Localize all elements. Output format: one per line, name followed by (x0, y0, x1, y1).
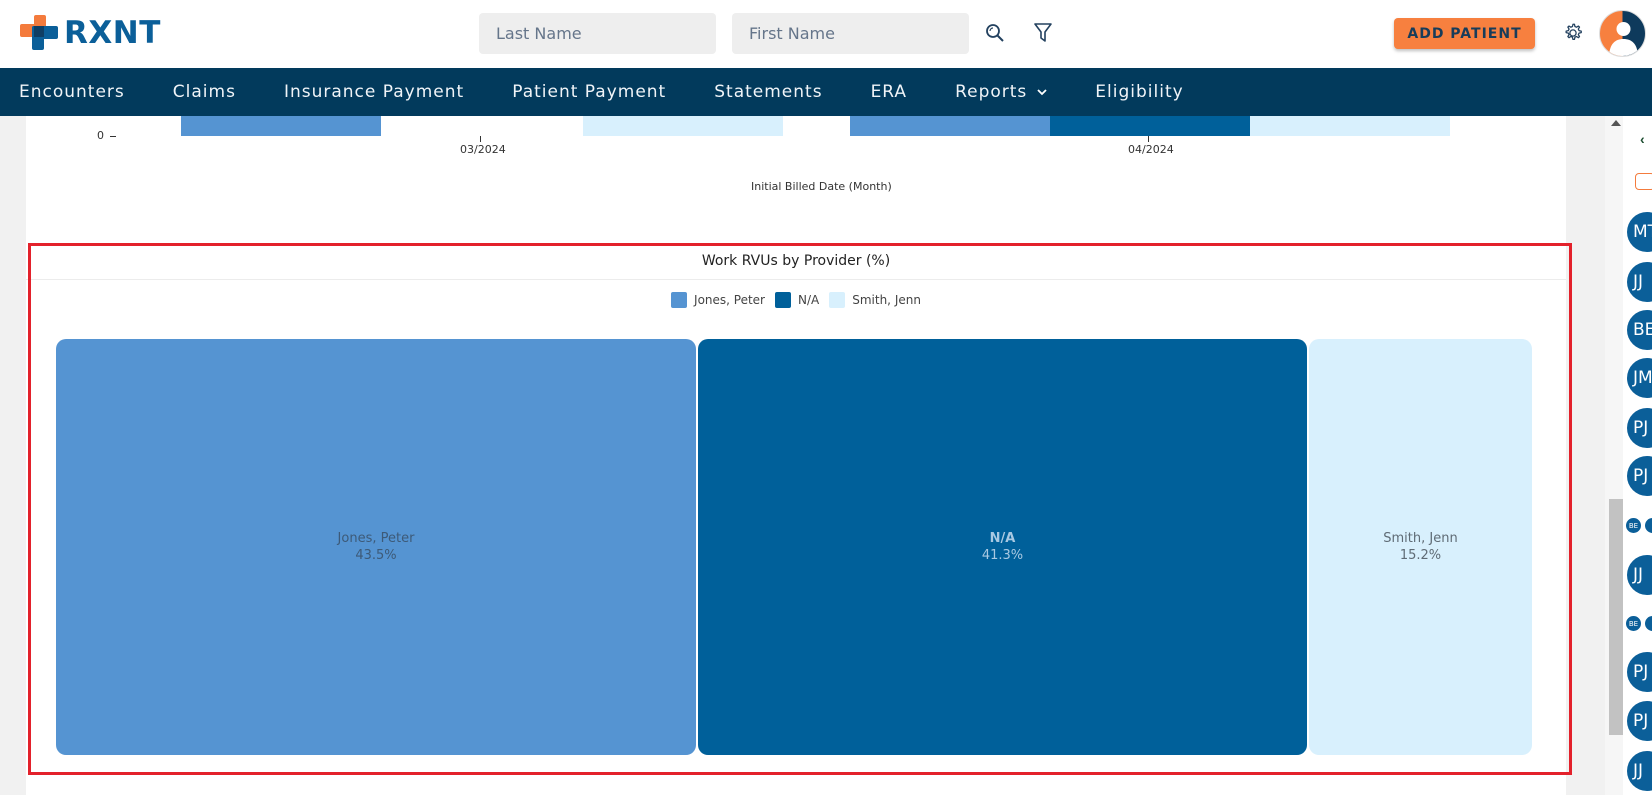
nav-item-reports[interactable]: Reports (955, 82, 1047, 102)
y-tick-0: 0 (97, 129, 104, 142)
legend-swatch (775, 292, 791, 308)
nav-item-insurance-payment[interactable]: Insurance Payment (284, 82, 464, 102)
x-tick-04-2024: 04/2024 (1128, 143, 1174, 156)
tile-smith-jenn[interactable]: Smith, Jenn 15.2% (1309, 339, 1532, 755)
avatar-initials: JM (1633, 368, 1652, 388)
y-tick-mark (110, 136, 116, 137)
nav-item-eligibility[interactable]: Eligibility (1095, 82, 1183, 102)
top-bar: RXNT ADD PATIENT (0, 0, 1652, 68)
x-tick-03-2024: 03/2024 (460, 143, 506, 156)
x-axis-label: Initial Billed Date (Month) (751, 180, 892, 193)
last-name-input[interactable] (479, 13, 716, 54)
tile-name: Smith, Jenn (1383, 531, 1458, 546)
main-nav: Encounters Claims Insurance Payment Pati… (0, 68, 1652, 116)
avatar-initials: JJ (1633, 565, 1644, 585)
nav-item-encounters[interactable]: Encounters (19, 82, 125, 102)
nav-item-era[interactable]: ERA (871, 82, 908, 102)
nav-label: ERA (870, 82, 908, 102)
avatar-initials: PJ (1633, 418, 1649, 438)
nav-label: Eligibility (1095, 82, 1184, 102)
chevron-left-icon[interactable]: ‹ (1640, 131, 1645, 147)
avatar-be-small[interactable]: BE (1626, 518, 1641, 533)
legend-label: N/A (798, 293, 820, 307)
avatar-initials: BE (1633, 320, 1652, 340)
scroll-up-arrow-icon[interactable] (1611, 120, 1621, 126)
search-icon[interactable] (982, 20, 1008, 46)
avatar-mt[interactable]: MT (1627, 212, 1652, 252)
avatar-pj[interactable]: PJ (1627, 652, 1652, 692)
avatar-small[interactable] (1645, 616, 1652, 631)
nav-label: Claims (172, 82, 236, 102)
avatar-be[interactable]: BE (1627, 310, 1652, 350)
x-tick-mark (1148, 136, 1149, 142)
bar-na-04-2024[interactable] (1050, 116, 1250, 136)
avatar-jj[interactable]: JJ (1627, 262, 1652, 302)
legend-swatch (671, 292, 688, 308)
nav-label: Insurance Payment (283, 82, 465, 102)
nav-label: Statements (714, 82, 823, 102)
legend-swatch (829, 292, 846, 308)
legend-item-na[interactable]: N/A (775, 292, 819, 308)
nav-item-statements[interactable]: Statements (714, 82, 822, 102)
avatar-be-small[interactable]: BE (1626, 616, 1641, 631)
avatar-pj[interactable]: PJ (1627, 408, 1652, 448)
work-rvus-chart-card: Work RVUs by Provider (%) Jones, Peter N… (26, 242, 1566, 795)
avatar-jj[interactable]: JJ (1627, 751, 1652, 791)
gear-icon[interactable] (1560, 20, 1586, 46)
avatar-small[interactable] (1645, 518, 1652, 533)
nav-label: Encounters (19, 82, 125, 102)
tile-value: 43.5% (355, 548, 397, 563)
avatar-jj[interactable]: JJ (1627, 555, 1652, 595)
tile-name: Jones, Peter (337, 531, 415, 546)
avatar-initials: BE (1628, 619, 1639, 628)
dashboard-content: 0 03/2024 04/2024 Initial Billed Date (M… (0, 116, 1600, 795)
tile-value: 41.3% (981, 548, 1024, 563)
user-avatar-icon[interactable] (1599, 10, 1646, 57)
legend-item-jones[interactable]: Jones, Peter (671, 292, 765, 308)
chart-title: Work RVUs by Provider (%) (26, 242, 1566, 280)
legend-label: Smith, Jenn (852, 293, 921, 307)
nav-item-claims[interactable]: Claims (173, 82, 236, 102)
filter-icon[interactable] (1031, 20, 1055, 46)
tile-name: N/A (989, 531, 1016, 546)
tile-na[interactable]: N/A 41.3% (698, 339, 1307, 755)
chat-bubble-icon[interactable] (1635, 173, 1652, 190)
tile-jones-peter[interactable]: Jones, Peter 43.5% (56, 339, 696, 755)
legend-item-smith[interactable]: Smith, Jenn (829, 292, 921, 308)
avatar-initials: JJ (1633, 272, 1644, 292)
rxnt-cross-icon (20, 14, 58, 52)
chevron-down-icon (1037, 88, 1047, 95)
avatar-initials: PJ (1633, 662, 1649, 682)
brand-name: RXNT (64, 15, 161, 51)
bar-jones-04-2024[interactable] (850, 116, 1050, 136)
nav-label: Patient Payment (512, 82, 667, 102)
avatar-initials: MT (1633, 222, 1652, 242)
x-tick-mark (480, 136, 481, 142)
bar-smith-04-2024[interactable] (1250, 116, 1450, 136)
nav-label: Reports (955, 82, 1028, 102)
scrollbar-thumb[interactable] (1609, 499, 1625, 735)
avatar-pj[interactable]: PJ (1627, 701, 1652, 741)
nav-item-patient-payment[interactable]: Patient Payment (512, 82, 666, 102)
bar-jones-03-2024[interactable] (181, 116, 381, 136)
avatar-initials: JJ (1633, 761, 1644, 781)
rxnt-logo[interactable]: RXNT (20, 14, 161, 52)
treemap: Jones, Peter 43.5% N/A 41.3% Smith, Jenn… (56, 339, 1534, 755)
bar-smith-03-2024[interactable] (583, 116, 783, 136)
avatar-initials: BE (1628, 521, 1639, 530)
avatar-jm[interactable]: JM (1627, 358, 1652, 398)
first-name-input[interactable] (732, 13, 969, 54)
tile-value: 15.2% (1399, 548, 1442, 563)
chart-legend: Jones, Peter N/A Smith, Jenn (26, 292, 1566, 308)
avatar-initials: PJ (1633, 466, 1649, 486)
legend-label: Jones, Peter (694, 293, 765, 307)
avatar-initials: PJ (1633, 711, 1649, 731)
avatar-pj[interactable]: PJ (1627, 456, 1652, 496)
add-patient-button[interactable]: ADD PATIENT (1394, 18, 1535, 49)
